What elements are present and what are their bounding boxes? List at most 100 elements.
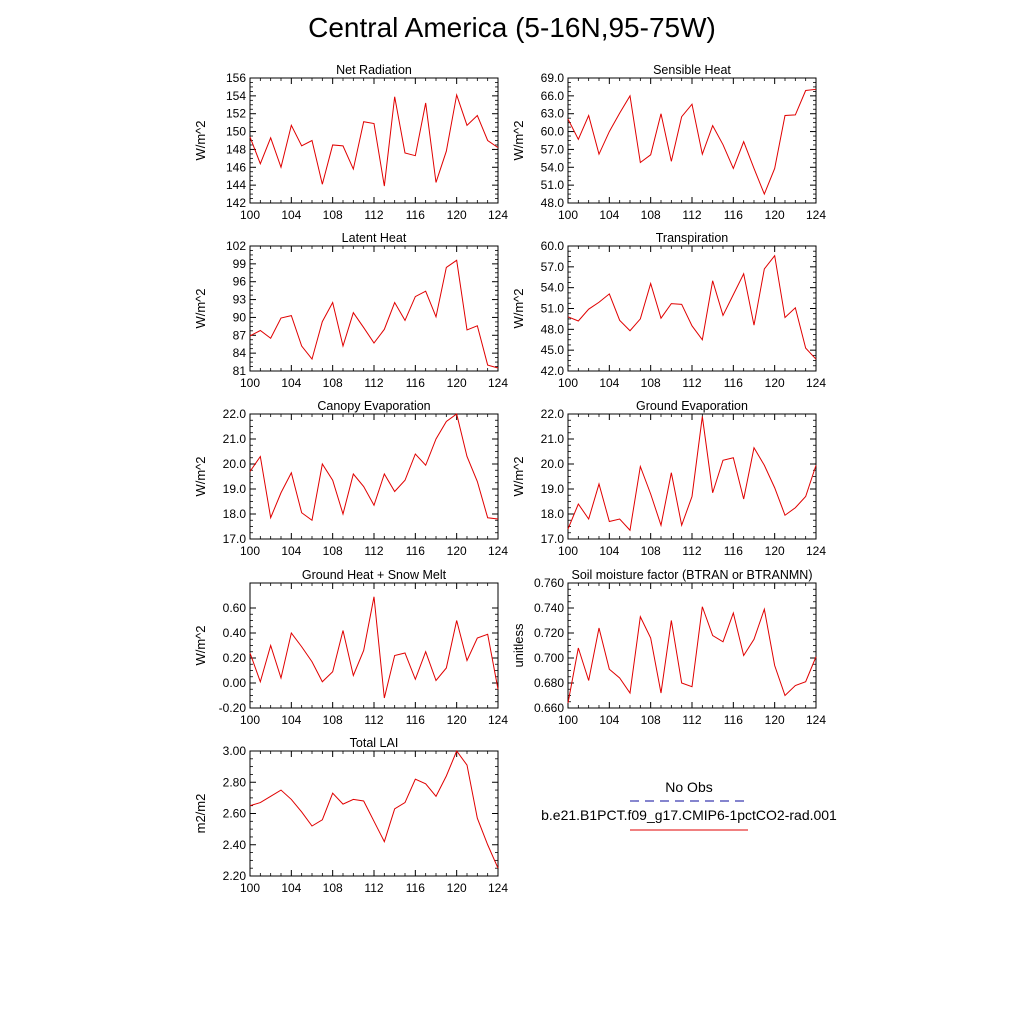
x-tick-label: 112	[364, 544, 383, 558]
x-tick-label: 124	[488, 881, 508, 895]
x-tick-label: 108	[323, 881, 343, 895]
y-tick-label: 0.60	[223, 601, 247, 615]
page-title: Central America (5-16N,95-75W)	[308, 12, 716, 43]
x-tick-label: 112	[682, 544, 701, 558]
series-line-1	[249, 92, 499, 187]
y-tick-label: 0.40	[223, 626, 247, 640]
y-tick-label: 142	[226, 196, 246, 210]
y-axis-label: W/m^2	[193, 120, 208, 160]
y-tick-label: 60.0	[541, 239, 565, 253]
y-axis-label: unitless	[511, 623, 526, 668]
panels: Net Radiation W/m^2 100 104 108 112 116 120 124 1…	[193, 63, 826, 895]
y-tick-label: 54.0	[541, 160, 565, 174]
x-tick-label: 112	[364, 376, 383, 390]
y-tick-label: 3.00	[223, 744, 247, 758]
legend-model-label: b.e21.B1PCT.f09_g17.CMIP6-1pctCO2-rad.00…	[541, 807, 837, 823]
panel-title: Ground Heat + Snow Melt	[302, 568, 447, 582]
y-tick-label: 146	[226, 160, 246, 174]
x-tick-label: 116	[406, 376, 425, 390]
y-axis-label: m2/m2	[193, 794, 208, 834]
x-tick-label: 120	[447, 544, 467, 558]
y-tick-label: 84	[233, 346, 247, 360]
x-tick-label: 108	[641, 208, 661, 222]
series-line-1	[249, 749, 499, 869]
y-tick-label: 0.760	[534, 576, 564, 590]
y-tick-label: 18.0	[541, 507, 565, 521]
x-tick-label: 116	[406, 881, 425, 895]
x-tick-label: 120	[765, 544, 785, 558]
y-tick-label: 51.0	[541, 178, 565, 192]
y-tick-label: 0.700	[534, 651, 564, 665]
x-tick-label: 124	[488, 713, 508, 727]
x-tick-label: 112	[682, 208, 701, 222]
y-tick-label: 66.0	[541, 89, 565, 103]
y-axis-label: W/m^2	[511, 288, 526, 328]
x-tick-label: 112	[682, 713, 701, 727]
y-axis-label: W/m^2	[193, 456, 208, 496]
y-tick-label: 152	[226, 107, 246, 121]
x-tick-label: 104	[599, 208, 619, 222]
x-tick-label: 104	[281, 881, 301, 895]
x-tick-label: 104	[281, 208, 301, 222]
y-tick-label: 45.0	[541, 343, 565, 357]
y-tick-label: 0.740	[534, 601, 564, 615]
x-tick-label: 120	[447, 376, 467, 390]
x-tick-label: 104	[599, 544, 619, 558]
y-tick-label: 148	[226, 142, 246, 156]
series-line-1	[249, 596, 499, 699]
y-axis-label: W/m^2	[193, 625, 208, 665]
y-tick-label: 17.0	[541, 532, 565, 546]
y-tick-label: 19.0	[541, 482, 565, 496]
y-tick-label: 102	[226, 239, 246, 253]
plot-frame	[249, 245, 499, 372]
x-tick-label: 124	[806, 376, 826, 390]
panel-title: Transpiration	[656, 231, 729, 245]
x-tick-label: 112	[364, 713, 383, 727]
y-tick-label: 57.0	[541, 260, 565, 274]
y-axis-label: W/m^2	[511, 456, 526, 496]
plot-frame	[567, 245, 817, 372]
plot-frame	[249, 750, 499, 877]
x-tick-label: 108	[641, 376, 661, 390]
panel-6: Ground Evaporation W/m^2 100 104 108 112 116 12…	[511, 399, 826, 558]
panel-title: Total LAI	[350, 736, 399, 750]
y-tick-label: 2.60	[223, 807, 247, 821]
y-tick-label: 69.0	[541, 71, 565, 85]
panel-title: Net Radiation	[336, 63, 412, 77]
y-tick-label: 90	[233, 310, 247, 324]
y-tick-label: 93	[233, 293, 247, 307]
y-tick-label: 2.80	[223, 775, 247, 789]
panel-title: Sensible Heat	[653, 63, 731, 77]
y-tick-label: 63.0	[541, 107, 565, 121]
x-tick-label: 108	[323, 544, 343, 558]
y-tick-label: 42.0	[541, 364, 565, 378]
x-tick-label: 120	[447, 208, 467, 222]
x-tick-label: 120	[765, 208, 785, 222]
y-tick-label: 48.0	[541, 322, 565, 336]
panel-7: Ground Heat + Snow Melt W/m^2 100 104 108 112…	[193, 568, 508, 727]
y-tick-label: 99	[233, 257, 247, 271]
panel-title: Ground Evaporation	[636, 399, 748, 413]
y-tick-label: 22.0	[223, 407, 247, 421]
x-tick-label: 116	[724, 376, 743, 390]
panel-1: Net Radiation W/m^2 100 104 108 112 116 120 124 1…	[193, 63, 508, 222]
x-tick-label: 108	[641, 713, 661, 727]
y-tick-label: 19.0	[223, 482, 247, 496]
panel-9: Total LAI m2/m2 100 104 108 112 116 120 124 2.20 2…	[193, 736, 508, 895]
plot-frame	[249, 582, 499, 709]
y-tick-label: 2.40	[223, 838, 247, 852]
y-tick-label: 21.0	[223, 432, 247, 446]
panel-3: Latent Heat W/m^2 100 104 108 112 116 120 124 81 8…	[193, 231, 508, 390]
x-tick-label: 124	[488, 208, 508, 222]
y-tick-label: 81	[233, 364, 247, 378]
x-tick-label: 104	[281, 713, 301, 727]
y-tick-label: 51.0	[541, 302, 565, 316]
y-tick-label: 48.0	[541, 196, 565, 210]
legend-obs-label: No Obs	[665, 779, 712, 795]
y-tick-label: 2.20	[223, 869, 247, 883]
x-tick-label: 124	[806, 208, 826, 222]
x-tick-label: 100	[240, 544, 260, 558]
y-tick-label: 0.720	[534, 626, 564, 640]
series-line-1	[567, 88, 817, 196]
